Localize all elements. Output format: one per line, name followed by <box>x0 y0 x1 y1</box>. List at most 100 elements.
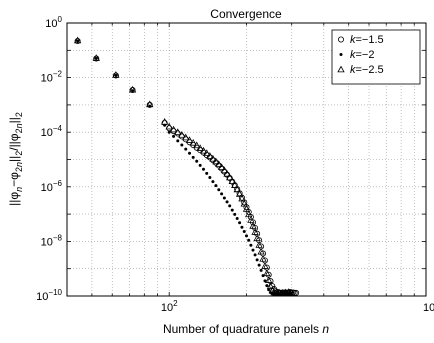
data-point <box>167 130 171 134</box>
data-point <box>245 210 253 218</box>
data-point <box>240 199 248 207</box>
data-point <box>223 169 231 177</box>
data-point <box>261 274 265 278</box>
data-point <box>259 255 267 262</box>
y-tick-label: 10−10 <box>36 288 62 303</box>
data-point <box>230 208 234 212</box>
data-point <box>257 247 265 255</box>
data-point <box>176 139 180 143</box>
x-tick-label: 102 <box>161 299 178 314</box>
data-point <box>128 85 137 93</box>
data-point <box>201 167 205 171</box>
data-point <box>251 248 255 252</box>
x-axis-label: Number of quadrature panels n <box>163 322 329 336</box>
data-point <box>259 268 263 272</box>
data-point <box>112 72 119 79</box>
data-point <box>114 73 118 77</box>
data-point <box>285 288 293 295</box>
data-point <box>217 188 221 192</box>
data-point <box>238 194 246 202</box>
data-point <box>264 276 273 283</box>
legend-label: k=−1.5 <box>350 34 384 46</box>
data-point <box>185 136 194 143</box>
legend-marker <box>337 65 345 73</box>
data-point <box>73 36 82 44</box>
data-point <box>225 173 234 181</box>
data-point <box>225 200 229 204</box>
data-point <box>208 175 212 179</box>
data-point <box>211 180 215 184</box>
data-point <box>196 144 204 151</box>
data-point <box>247 216 255 223</box>
data-point <box>235 216 239 220</box>
data-point <box>242 230 246 234</box>
data-point <box>94 57 98 61</box>
data-point <box>249 222 257 229</box>
legend-label: k=−2.5 <box>350 64 384 76</box>
data-point <box>266 282 275 289</box>
data-point <box>261 262 269 269</box>
data-point <box>174 128 182 136</box>
data-point <box>172 134 176 138</box>
data-point <box>189 138 197 146</box>
data-point <box>212 157 220 165</box>
data-point <box>220 166 229 174</box>
data-point <box>257 263 261 267</box>
data-point <box>242 205 251 212</box>
data-point <box>209 154 217 162</box>
data-point <box>131 89 135 93</box>
series-circle <box>74 37 300 297</box>
chart-title: Convergence <box>210 7 282 21</box>
data-point <box>263 279 267 283</box>
data-point <box>275 288 283 296</box>
x-tick-label: 103 <box>423 299 434 314</box>
data-point <box>215 160 223 168</box>
data-point <box>265 284 269 288</box>
data-point <box>256 237 263 244</box>
series-triangle <box>73 36 296 297</box>
y-tick-label: 100 <box>45 15 62 30</box>
data-point <box>217 163 226 171</box>
data-point <box>288 289 296 296</box>
data-point <box>182 133 190 141</box>
data-point <box>169 125 178 133</box>
data-point <box>249 243 253 247</box>
data-point <box>255 241 263 248</box>
data-point <box>193 141 201 149</box>
data-point <box>222 196 226 200</box>
data-point <box>251 228 259 235</box>
legend-marker <box>339 53 343 56</box>
y-tick-label: 10−4 <box>41 124 63 139</box>
data-point <box>148 104 152 108</box>
data-point <box>270 288 278 296</box>
legend-label: k=−2 <box>350 49 374 61</box>
data-point <box>205 171 209 175</box>
data-point <box>146 100 154 108</box>
y-tick-label: 10−2 <box>41 70 63 85</box>
y-axis-label: ||φn−φ2n||2/||φ2n||2 <box>7 112 24 206</box>
data-point <box>184 147 188 151</box>
data-point <box>214 184 218 188</box>
data-point <box>263 269 271 277</box>
data-point <box>228 177 236 185</box>
data-point <box>93 55 100 62</box>
data-point <box>273 289 282 296</box>
data-point <box>235 190 244 197</box>
data-point <box>267 288 271 292</box>
data-point <box>92 54 100 61</box>
data-point <box>188 151 192 155</box>
data-point <box>203 149 211 157</box>
data-point <box>165 122 173 130</box>
data-point <box>195 159 199 163</box>
data-point <box>240 225 244 229</box>
data-point <box>206 152 214 159</box>
data-point <box>112 71 120 78</box>
data-point <box>233 212 237 216</box>
data-point <box>255 258 259 262</box>
data-point <box>220 192 224 196</box>
data-point <box>245 234 248 238</box>
data-point <box>199 146 208 154</box>
data-point <box>198 163 202 167</box>
legend-marker <box>337 36 344 43</box>
